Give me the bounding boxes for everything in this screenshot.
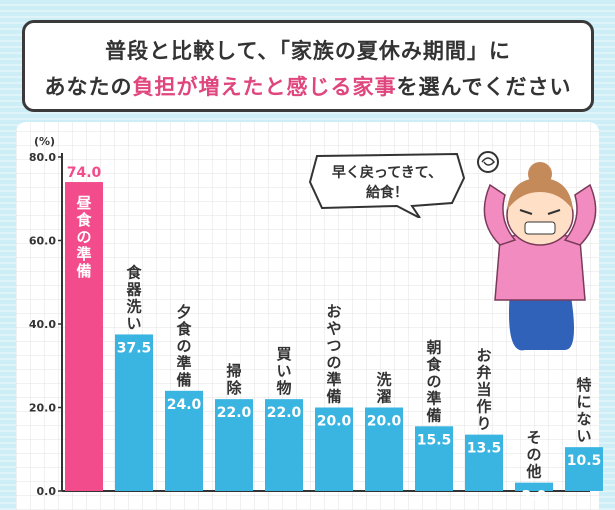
- data-label: 74.0: [67, 165, 102, 181]
- data-label: 10.5: [567, 453, 602, 469]
- category-label: おやつの準備: [326, 303, 341, 406]
- data-label: 15.5: [417, 432, 452, 448]
- data-label: 22.0: [217, 405, 252, 421]
- y-tick-label: 60.0: [29, 235, 56, 248]
- worried-mother-illustration: [477, 151, 597, 351]
- bar: [515, 482, 553, 491]
- title-line-2-post: を選んでください: [396, 75, 572, 99]
- data-label: 24.0: [167, 397, 202, 413]
- chart-panel: [16, 122, 599, 510]
- category-label: 掃除: [226, 362, 242, 397]
- category-label: 買い物: [276, 345, 291, 397]
- category-label: 夕食の準備: [176, 303, 192, 389]
- speech-bubble: 早く戻ってきて、 給食！: [302, 148, 472, 218]
- title-highlight: 負担が増えたと感じる家事: [132, 75, 397, 99]
- title-line-1: 普段と比較して、「家族の夏休み期間」に: [105, 39, 511, 63]
- category-label: 朝食の準備: [426, 338, 442, 424]
- title-line-2: あなたの負担が増えたと感じる家事を選んでください: [25, 71, 591, 101]
- bubble-line-1: 早く戻ってきて、: [331, 165, 443, 181]
- data-label: 20.0: [367, 414, 402, 430]
- y-tick-label: 40.0: [29, 318, 56, 331]
- bar: [215, 399, 253, 491]
- category-label: お弁当作り: [476, 347, 491, 433]
- bar: [265, 399, 303, 491]
- bubble-line-2: 給食！: [366, 185, 408, 201]
- category-label: 洗濯: [376, 371, 391, 406]
- bar: [115, 334, 153, 491]
- category-label: 昼食の準備: [76, 194, 92, 280]
- bar: [415, 426, 453, 491]
- bar: [465, 434, 503, 491]
- category-label: 特にない: [576, 376, 591, 445]
- bar: [65, 182, 103, 492]
- data-label: 2.0: [522, 489, 547, 505]
- bar: [315, 407, 353, 491]
- title-line-2-pre: あなたの: [44, 75, 133, 99]
- data-label: 37.5: [117, 340, 152, 356]
- y-tick-label: 20.0: [29, 402, 56, 415]
- bar: [365, 407, 403, 491]
- category-label: 食器洗い: [125, 263, 142, 332]
- y-tick-label: 0.0: [37, 485, 57, 498]
- bar: [565, 447, 603, 491]
- speech-bubble-shape: [308, 152, 466, 218]
- bar: [165, 390, 203, 491]
- y-axis-unit: (%): [34, 135, 55, 148]
- title-box: 普段と比較して、「家族の夏休み期間」に あなたの負担が増えたと感じる家事を選んで…: [22, 20, 594, 112]
- category-label: その他: [525, 429, 541, 481]
- data-label: 20.0: [317, 414, 352, 430]
- y-tick-label: 80.0: [29, 151, 56, 164]
- data-label: 22.0: [267, 405, 302, 421]
- data-label: 13.5: [467, 441, 502, 457]
